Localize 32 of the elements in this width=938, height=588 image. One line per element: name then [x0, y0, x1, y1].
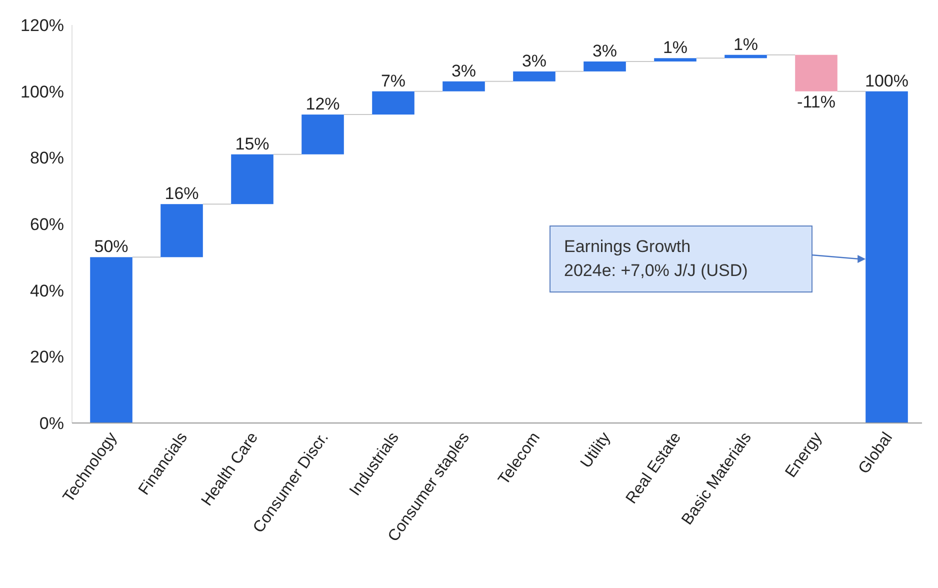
- data-label: -11%: [797, 92, 836, 112]
- bar: [866, 91, 908, 423]
- y-tick-label: 100%: [20, 82, 64, 102]
- data-label: 3%: [522, 51, 547, 70]
- bar: [795, 54, 838, 92]
- data-label: 50%: [94, 237, 128, 256]
- bar: [160, 204, 203, 258]
- data-label: 15%: [235, 134, 270, 154]
- data-label: 3%: [592, 41, 618, 60]
- data-label: 7%: [380, 71, 406, 90]
- y-tick-label: 80%: [30, 148, 64, 168]
- y-tick-label: 40%: [30, 281, 64, 300]
- data-label: 1%: [733, 34, 758, 54]
- y-tick-label: 0%: [39, 414, 64, 433]
- data-label: 16%: [164, 184, 199, 204]
- bar: [513, 71, 556, 82]
- annotation: Earnings Growth 2024e: +7,0% J/J (USD): [564, 237, 748, 280]
- data-label: 100%: [865, 71, 908, 90]
- bar: [90, 257, 132, 423]
- data-label: 3%: [451, 61, 476, 80]
- bar: [584, 61, 626, 72]
- bar: [442, 81, 485, 92]
- data-label: 1%: [662, 38, 688, 58]
- data-label: 12%: [306, 94, 340, 114]
- bar: [372, 91, 414, 115]
- y-tick-label: 20%: [30, 348, 64, 367]
- bar: [231, 154, 274, 204]
- y-tick-label: 120%: [20, 16, 64, 35]
- bar: [302, 114, 344, 154]
- bar: [724, 54, 767, 58]
- y-tick-label: 60%: [30, 215, 64, 234]
- bar: [654, 58, 696, 62]
